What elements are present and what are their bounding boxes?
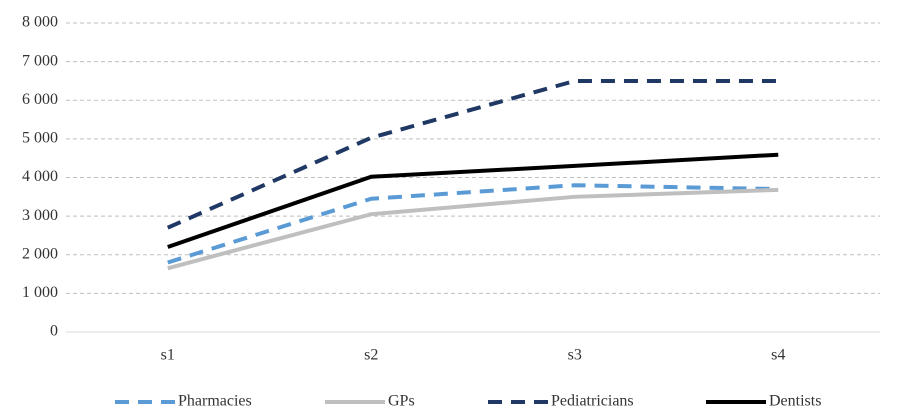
y-tick-label: 1 000 bbox=[22, 284, 58, 301]
y-tick-label: 0 bbox=[50, 323, 58, 340]
line-series bbox=[167, 183, 779, 265]
y-tick-label: 7 000 bbox=[22, 52, 58, 69]
x-tick-label: s2 bbox=[364, 347, 378, 364]
y-tick-label: 4 000 bbox=[22, 168, 58, 185]
line-series bbox=[167, 187, 779, 271]
y-tick-label: 6 000 bbox=[22, 91, 58, 108]
legend-label: GPs bbox=[388, 393, 415, 410]
x-tick-label: s1 bbox=[161, 347, 175, 364]
y-tick-label: 2 000 bbox=[22, 245, 58, 262]
legend-label: Pediatricians bbox=[551, 393, 634, 410]
legend-label: Dentists bbox=[769, 393, 821, 410]
line-series bbox=[166, 78, 779, 230]
x-tick-label: s3 bbox=[568, 347, 582, 364]
x-tick-label: s4 bbox=[771, 347, 785, 364]
legend-label: Pharmacies bbox=[178, 393, 252, 410]
y-tick-label: 5 000 bbox=[22, 130, 58, 147]
line-series bbox=[167, 152, 779, 249]
y-tick-label: 3 000 bbox=[22, 207, 58, 224]
y-tick-label: 8 000 bbox=[22, 14, 58, 31]
